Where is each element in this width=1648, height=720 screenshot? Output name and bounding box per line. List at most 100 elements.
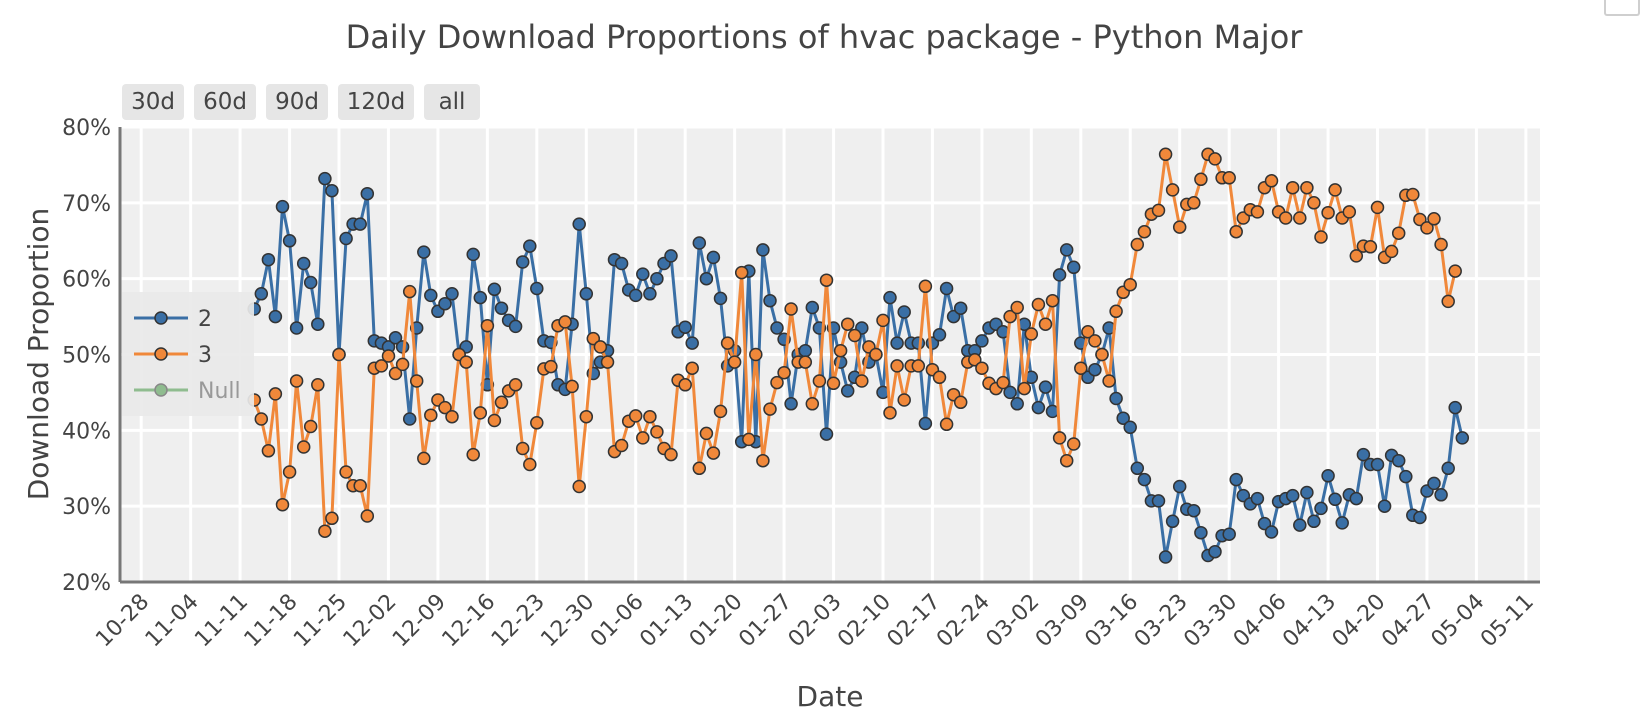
data-point-2[interactable] bbox=[1123, 420, 1137, 435]
data-point-3[interactable] bbox=[1384, 244, 1399, 259]
data-point-3[interactable] bbox=[1342, 205, 1357, 219]
data-point-3[interactable] bbox=[918, 279, 933, 294]
data-point-3[interactable] bbox=[1074, 361, 1088, 375]
data-point-3[interactable] bbox=[395, 357, 410, 372]
data-point-2[interactable] bbox=[1335, 516, 1349, 530]
data-point-2[interactable] bbox=[1434, 488, 1448, 502]
data-point-3[interactable] bbox=[1222, 171, 1236, 185]
data-point-2[interactable] bbox=[1328, 492, 1342, 507]
data-point-3[interactable] bbox=[713, 404, 728, 419]
data-point-2[interactable] bbox=[1399, 469, 1413, 484]
data-point-3[interactable] bbox=[480, 318, 495, 333]
data-point-2[interactable] bbox=[1187, 503, 1201, 518]
data-point-2[interactable] bbox=[289, 321, 304, 335]
data-point-2[interactable] bbox=[275, 199, 290, 214]
data-point-3[interactable] bbox=[1441, 294, 1455, 309]
data-point-3[interactable] bbox=[1448, 264, 1462, 278]
data-point-3[interactable] bbox=[1038, 317, 1053, 331]
data-point-3[interactable] bbox=[1010, 300, 1024, 315]
data-point-3[interactable] bbox=[1300, 180, 1314, 195]
data-point-3[interactable] bbox=[417, 451, 431, 466]
data-point-3[interactable] bbox=[1208, 152, 1222, 166]
data-point-3[interactable] bbox=[968, 353, 982, 367]
data-point-3[interactable] bbox=[911, 359, 926, 373]
data-point-3[interactable] bbox=[296, 440, 311, 454]
data-point-3[interactable] bbox=[388, 366, 403, 381]
data-point-2[interactable] bbox=[360, 186, 375, 201]
data-point-2[interactable] bbox=[1151, 494, 1166, 508]
data-point-3[interactable] bbox=[777, 365, 791, 380]
data-point-3[interactable] bbox=[459, 355, 473, 369]
data-point-3[interactable] bbox=[1151, 203, 1166, 218]
data-point-2[interactable] bbox=[268, 309, 283, 324]
data-point-3[interactable] bbox=[473, 406, 488, 420]
data-point-3[interactable] bbox=[438, 400, 452, 415]
data-point-3[interactable] bbox=[353, 478, 367, 493]
data-point-3[interactable] bbox=[303, 419, 318, 434]
data-point-3[interactable] bbox=[1321, 205, 1335, 220]
data-point-3[interactable] bbox=[628, 409, 643, 423]
data-point-3[interactable] bbox=[720, 336, 735, 350]
data-point-3[interactable] bbox=[812, 374, 827, 388]
data-point-3[interactable] bbox=[487, 413, 502, 428]
data-point-3[interactable] bbox=[593, 340, 608, 354]
data-point-3[interactable] bbox=[275, 497, 290, 512]
data-point-3[interactable] bbox=[508, 378, 523, 392]
data-point-2[interactable] bbox=[1059, 243, 1074, 257]
legend-label-3[interactable]: 3 bbox=[198, 343, 212, 368]
data-point-2[interactable] bbox=[699, 271, 714, 286]
data-point-3[interactable] bbox=[1052, 431, 1067, 445]
legend[interactable]: 2 3 Null bbox=[122, 292, 254, 416]
data-point-3[interactable] bbox=[847, 328, 862, 343]
data-point-2[interactable] bbox=[1413, 510, 1427, 525]
data-point-3[interactable] bbox=[819, 273, 834, 287]
data-point-2[interactable] bbox=[1116, 411, 1130, 425]
data-point-3[interactable] bbox=[643, 409, 657, 424]
data-point-3[interactable] bbox=[763, 402, 777, 416]
data-point-2[interactable] bbox=[1165, 514, 1180, 529]
data-point-2[interactable] bbox=[946, 309, 961, 324]
data-point-3[interactable] bbox=[332, 347, 346, 362]
data-point-2[interactable] bbox=[311, 317, 325, 331]
data-point-2[interactable] bbox=[713, 291, 728, 306]
data-point-3[interactable] bbox=[381, 349, 396, 363]
data-point-2[interactable] bbox=[819, 427, 834, 441]
data-point-2[interactable] bbox=[1455, 431, 1470, 445]
data-point-3[interactable] bbox=[1123, 277, 1137, 292]
data-point-3[interactable] bbox=[1285, 180, 1300, 195]
data-point-3[interactable] bbox=[1088, 334, 1102, 348]
data-point-3[interactable] bbox=[996, 375, 1010, 390]
data-point-2[interactable] bbox=[756, 243, 770, 257]
data-point-2[interactable] bbox=[494, 301, 509, 315]
data-point-2[interactable] bbox=[530, 281, 544, 296]
data-point-3[interactable] bbox=[1031, 297, 1046, 312]
data-point-3[interactable] bbox=[742, 432, 756, 447]
data-point-3[interactable] bbox=[1314, 230, 1328, 244]
data-point-3[interactable] bbox=[855, 374, 869, 388]
data-point-3[interactable] bbox=[706, 446, 721, 460]
data-point-3[interactable] bbox=[1434, 237, 1448, 252]
data-point-2[interactable] bbox=[1264, 525, 1279, 539]
data-point-3[interactable] bbox=[953, 395, 968, 410]
data-point-2[interactable] bbox=[1229, 472, 1243, 487]
data-point-2[interactable] bbox=[706, 250, 721, 265]
data-point-3[interactable] bbox=[1059, 453, 1074, 468]
data-point-3[interactable] bbox=[424, 408, 438, 422]
data-point-2[interactable] bbox=[1038, 380, 1053, 394]
data-point-2[interactable] bbox=[1194, 525, 1208, 540]
data-point-3[interactable] bbox=[699, 426, 714, 441]
data-point-3[interactable] bbox=[466, 447, 480, 462]
legend-label-2[interactable]: 2 bbox=[198, 307, 212, 332]
data-point-3[interactable] bbox=[600, 355, 615, 369]
range-button-120d[interactable]: 120d bbox=[338, 84, 414, 120]
autoscale-icon[interactable] bbox=[1604, 0, 1640, 16]
data-point-3[interactable] bbox=[1194, 172, 1208, 187]
data-point-2[interactable] bbox=[572, 217, 586, 231]
data-point-2[interactable] bbox=[261, 252, 276, 267]
data-point-3[interactable] bbox=[1250, 205, 1265, 219]
data-point-3[interactable] bbox=[1370, 200, 1385, 215]
data-point-3[interactable] bbox=[734, 265, 749, 280]
data-point-2[interactable] bbox=[438, 296, 452, 311]
data-point-2[interactable] bbox=[508, 319, 523, 334]
